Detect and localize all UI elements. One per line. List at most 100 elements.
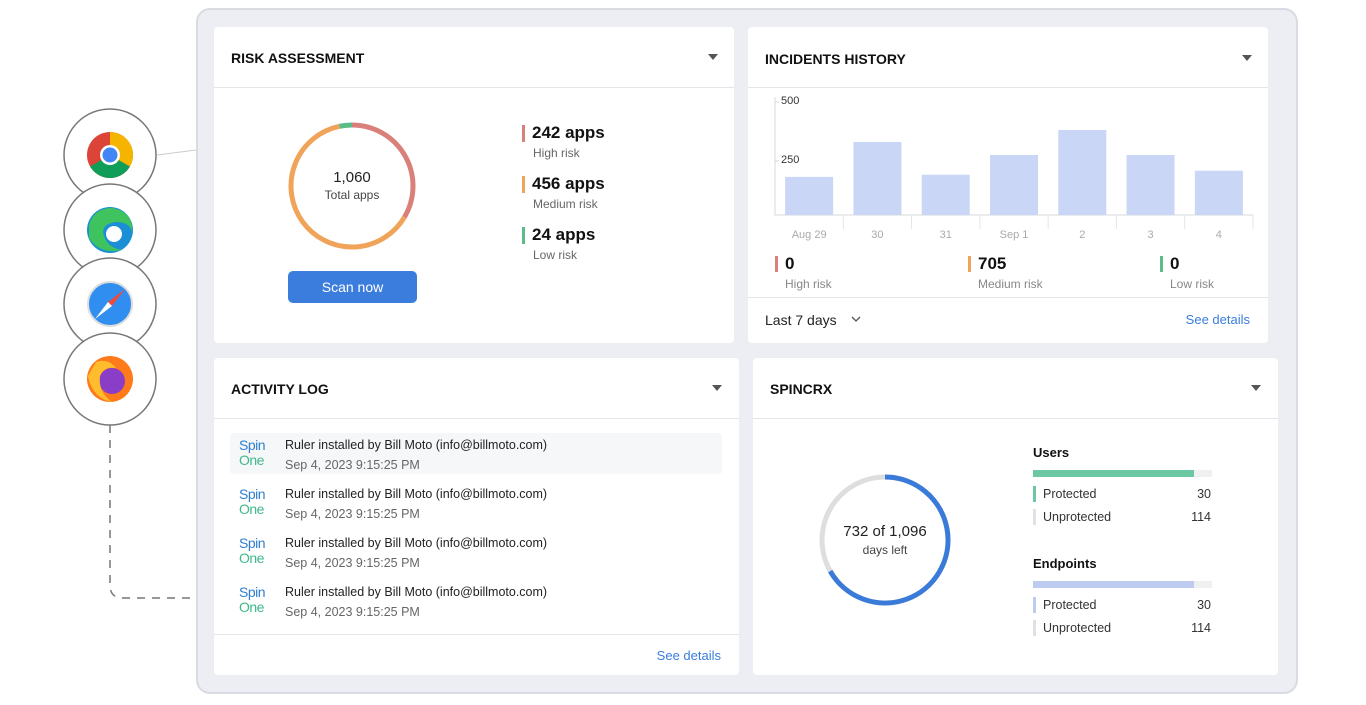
donut-total: 1,060	[333, 169, 371, 186]
legend-count: 456 apps	[532, 173, 605, 193]
row-marker	[1033, 509, 1036, 525]
see-details-link[interactable]: See details	[1185, 312, 1250, 328]
logo-one: One	[239, 451, 264, 468]
progress-fill	[1033, 470, 1194, 477]
card	[214, 358, 739, 675]
connector	[109, 425, 196, 599]
logo-one: One	[239, 598, 264, 615]
y-tick-label: 500	[781, 95, 800, 108]
firefox-icon	[99, 368, 125, 394]
safari-icon	[95, 302, 112, 319]
bar	[1058, 130, 1107, 215]
stat-value: 705	[978, 253, 1007, 273]
x-tick-label: 31	[939, 229, 952, 241]
legend-count: 242 apps	[532, 122, 605, 142]
x-tick-label: 3	[1147, 229, 1154, 241]
safari-icon	[108, 289, 125, 306]
logo-spin: Spin	[239, 436, 266, 453]
donut-segment	[351, 122, 416, 219]
firefox-icon	[88, 360, 116, 402]
period-select[interactable]: Last 7 days	[765, 311, 837, 328]
x-tick-label: Aug 29	[791, 229, 827, 241]
stat-value: 0	[785, 253, 795, 273]
days-used	[828, 474, 951, 606]
row-label: Unprotected	[1043, 509, 1112, 524]
card-title: INCIDENTS HISTORY	[765, 50, 906, 67]
bar	[1194, 170, 1243, 215]
legend-risk: High risk	[533, 145, 580, 160]
stat-marker	[968, 256, 971, 272]
card	[753, 358, 1278, 675]
card-header-divider	[214, 87, 734, 88]
card-header-divider	[753, 418, 1278, 419]
stat-marker	[775, 256, 778, 272]
group-name: Endpoints	[1033, 556, 1097, 572]
period-chevron	[851, 316, 861, 322]
scan-button[interactable]: Scan now	[288, 271, 417, 303]
card-title: SPINCRX	[770, 380, 833, 397]
entry-time: Sep 4, 2023 9:15:25 PM	[285, 506, 420, 521]
donut-segment	[288, 123, 407, 250]
logo-spin: Spin	[239, 485, 266, 502]
dropdown-arrow	[708, 54, 718, 60]
stat-label: Low risk	[1170, 276, 1215, 291]
stat-marker	[1160, 256, 1163, 272]
x-tick-label: 2	[1079, 229, 1086, 241]
see-details-link[interactable]: See details	[656, 648, 721, 664]
dropdown-arrow	[1251, 385, 1261, 391]
chrome-icon	[102, 147, 118, 163]
bar	[990, 154, 1038, 215]
card-header-divider	[748, 87, 1268, 88]
row-label: Unprotected	[1043, 620, 1112, 635]
days-sublabel: days left	[862, 543, 908, 557]
entry-time: Sep 4, 2023 9:15:25 PM	[285, 555, 420, 570]
divider	[214, 634, 739, 635]
legend-marker	[522, 227, 525, 244]
bar	[1126, 154, 1175, 215]
entry-time: Sep 4, 2023 9:15:25 PM	[285, 604, 420, 619]
entry-text: Ruler installed by Bill Moto (info@billm…	[285, 437, 548, 452]
stat-label: High risk	[785, 276, 832, 291]
legend-marker	[522, 125, 525, 142]
bar	[853, 142, 902, 215]
row-value: 114	[1191, 509, 1211, 524]
row-value: 30	[1197, 486, 1211, 501]
bar	[921, 174, 970, 215]
logo-spin: Spin	[239, 534, 266, 551]
row-marker	[1033, 597, 1036, 613]
entry-text: Ruler installed by Bill Moto (info@billm…	[285, 486, 548, 501]
progress-fill	[1033, 581, 1194, 588]
row-highlight	[230, 433, 722, 474]
stat-label: Medium risk	[978, 276, 1043, 291]
x-tick-label: 4	[1215, 229, 1222, 241]
logo-one: One	[239, 549, 264, 566]
y-tick-label: 250	[781, 154, 800, 167]
legend-risk: Low risk	[533, 247, 578, 262]
connector	[156, 149, 197, 156]
row-marker	[1033, 486, 1036, 502]
row-value: 114	[1191, 620, 1211, 635]
logo-one: One	[239, 500, 264, 517]
entry-text: Ruler installed by Bill Moto (info@billm…	[285, 535, 548, 550]
card-title: ACTIVITY LOG	[231, 380, 329, 397]
donut-segment	[338, 122, 353, 129]
stat-value: 0	[1170, 253, 1180, 273]
legend-count: 24 apps	[532, 224, 596, 244]
donut-total-label: Total apps	[324, 188, 380, 202]
group-name: Users	[1033, 445, 1070, 461]
entry-time: Sep 4, 2023 9:15:25 PM	[285, 457, 420, 472]
bar	[785, 176, 834, 215]
days-label: 732 of 1,096	[843, 523, 927, 540]
x-tick-label: Sep 1	[999, 229, 1029, 241]
dropdown-arrow	[1242, 55, 1252, 61]
x-tick-label: 30	[871, 229, 884, 241]
legend-marker	[522, 176, 525, 193]
edge-icon	[89, 208, 133, 252]
row-label: Protected	[1043, 597, 1097, 612]
card-title: RISK ASSESSMENT	[231, 49, 365, 66]
row-value: 30	[1197, 597, 1211, 612]
edge-icon	[106, 226, 122, 242]
row-marker	[1033, 620, 1036, 636]
